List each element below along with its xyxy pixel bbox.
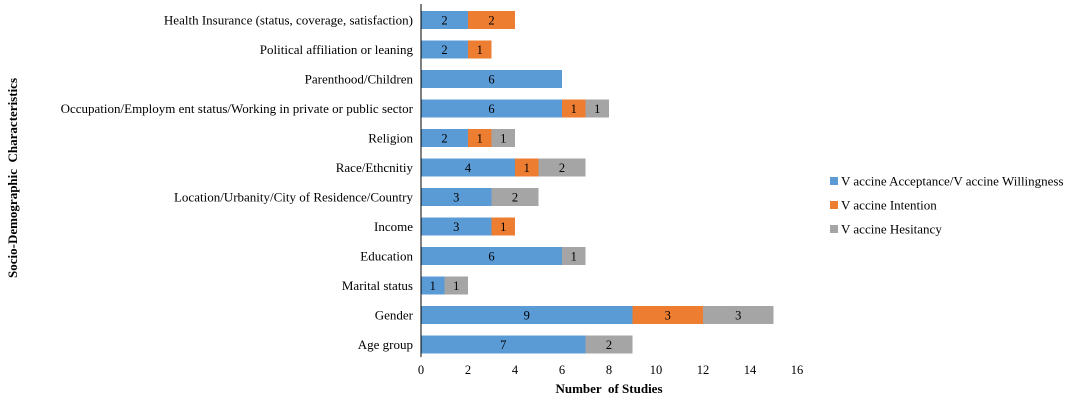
bar-segment — [703, 306, 774, 324]
bar-segment — [421, 129, 468, 147]
bar-segment — [585, 99, 609, 118]
bar-segment — [421, 11, 468, 29]
bar-segment — [491, 217, 515, 236]
bar-segment — [585, 335, 633, 354]
data-label: 1 — [524, 161, 530, 175]
category-label: Parenthood/Children — [305, 72, 414, 87]
bar-segment — [562, 247, 586, 265]
category-label: Income — [374, 219, 413, 234]
bar-segment — [421, 217, 492, 236]
data-label: 9 — [524, 309, 530, 323]
legend-label: V accine Hesitancy — [841, 222, 942, 237]
bar-segment — [421, 158, 515, 177]
data-label: 1 — [594, 102, 600, 116]
data-label: 2 — [441, 43, 447, 57]
x-tick-label: 6 — [559, 363, 565, 377]
data-label: 1 — [430, 279, 436, 293]
data-label: 6 — [488, 73, 494, 87]
x-axis-title: Number of Studies — [555, 381, 662, 396]
category-label: Gender — [375, 308, 414, 323]
category-label: Education — [360, 249, 413, 264]
legend-label: V accine Acceptance/V accine Willingness — [841, 174, 1064, 189]
data-label: 2 — [606, 338, 612, 352]
bar-segment — [421, 99, 562, 118]
bar-segment — [421, 40, 468, 59]
data-label: 2 — [512, 191, 518, 205]
category-label: Age group — [358, 337, 413, 352]
bar-segment — [421, 276, 445, 295]
bar-segment — [632, 306, 703, 324]
data-label: 2 — [488, 14, 494, 28]
category-label: Race/Ethcnitiy — [336, 160, 414, 175]
legend-label: V accine Intention — [841, 198, 937, 213]
bar-segment — [421, 70, 562, 88]
data-label: 1 — [453, 279, 459, 293]
data-label: 6 — [488, 250, 494, 264]
bar-segment — [421, 335, 586, 354]
bar-segment — [468, 11, 515, 29]
bar-segment — [421, 247, 562, 265]
data-label: 3 — [453, 220, 459, 234]
data-label: 3 — [665, 309, 671, 323]
data-label: 1 — [500, 220, 506, 234]
x-tick-label: 4 — [512, 363, 519, 377]
x-tick-label: 8 — [606, 363, 612, 377]
x-tick-label: 16 — [791, 363, 804, 377]
data-label: 3 — [735, 309, 741, 323]
category-label: Marital status — [342, 278, 413, 293]
y-axis-title: Socio-Demographic Characteristics — [5, 78, 20, 278]
data-label: 4 — [465, 161, 472, 175]
legend: V accine Acceptance/V accine Willingness… — [830, 174, 1064, 237]
bar-segment — [491, 188, 539, 206]
data-label: 7 — [500, 338, 506, 352]
category-label: Health Insurance (status, coverage, sati… — [164, 13, 413, 28]
data-label: 1 — [477, 43, 483, 57]
legend-swatch — [830, 177, 838, 185]
bar-segment — [421, 306, 633, 324]
data-label: 2 — [559, 161, 565, 175]
x-tick-label: 14 — [744, 363, 757, 377]
bar-segment — [562, 99, 586, 118]
data-label: 3 — [453, 191, 459, 205]
bar-segment — [491, 129, 515, 147]
data-label: 6 — [488, 102, 494, 116]
bar-segment — [421, 188, 492, 206]
bar-segment — [444, 276, 468, 295]
category-label: Occupation/Employm ent status/Working in… — [61, 101, 414, 116]
data-label: 1 — [571, 102, 577, 116]
bar-segment — [468, 129, 492, 147]
legend-swatch — [830, 201, 838, 209]
x-tick-label: 12 — [697, 363, 710, 377]
category-label: Location/Urbanity/City of Residence/Coun… — [174, 190, 414, 205]
category-labels: Health Insurance (status, coverage, sati… — [61, 13, 414, 353]
x-tick-label: 10 — [650, 363, 663, 377]
x-axis: 0 2 4 6 8 10 12 14 16 — [418, 4, 803, 377]
data-label: 2 — [441, 132, 447, 146]
bars-layer: 2 22 166 1 12 1 14 1 23 23 16 11 19 3 37 2 — [421, 11, 774, 354]
data-label: 1 — [500, 132, 506, 146]
bar-segment — [538, 158, 586, 177]
bar-segment — [515, 158, 539, 177]
bar-segment — [468, 40, 492, 59]
x-tick-label: 2 — [465, 363, 471, 377]
data-label: 1 — [571, 250, 577, 264]
category-label: Political affiliation or leaning — [260, 42, 414, 57]
category-label: Religion — [368, 131, 413, 146]
data-label: 1 — [477, 132, 483, 146]
data-label: 2 — [441, 14, 447, 28]
x-tick-label: 0 — [418, 363, 424, 377]
legend-swatch — [830, 225, 838, 233]
